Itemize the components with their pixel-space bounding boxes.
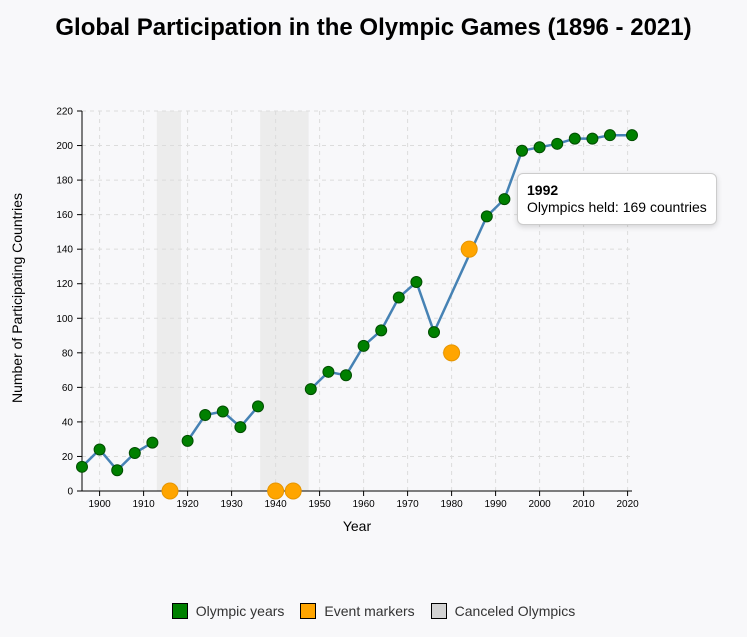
- y-axis-title: Number of Participating Countries: [9, 193, 25, 403]
- x-tick-label: 1940: [264, 499, 287, 510]
- legend-label-canceled: Canceled Olympics: [454, 603, 576, 619]
- olympic-point: [93, 443, 106, 456]
- event-point: [161, 482, 179, 500]
- olympic-point: [568, 132, 581, 145]
- y-tick-label: 180: [56, 176, 73, 187]
- y-tick-label: 100: [56, 314, 73, 325]
- chart-title: Global Participation in the Olympic Game…: [55, 14, 692, 41]
- y-tick-label: 0: [67, 487, 73, 498]
- tooltip: 1992 Olympics held: 169 countries: [517, 173, 717, 225]
- event-point: [443, 344, 461, 362]
- x-tick-label: 1920: [176, 499, 199, 510]
- olympic-point: [604, 129, 616, 142]
- x-tick-label: 2010: [572, 499, 595, 510]
- olympic-point: [516, 144, 528, 157]
- legend-item-olympic[interactable]: Olympic years: [171, 603, 285, 619]
- legend-item-canceled[interactable]: Canceled Olympics: [430, 603, 576, 619]
- legend-swatch-olympic: [171, 603, 188, 619]
- y-tick-label: 120: [56, 279, 73, 290]
- data-points: [76, 129, 638, 500]
- olympic-point: [234, 421, 247, 434]
- olympic-point: [304, 383, 317, 396]
- olympic-point: [428, 326, 440, 339]
- y-tick-label: 20: [62, 452, 74, 463]
- y-tick-label: 220: [56, 107, 73, 118]
- canceled-band: [156, 111, 181, 491]
- olympic-point: [252, 400, 264, 413]
- olympic-point: [216, 405, 229, 418]
- event-point: [284, 482, 302, 500]
- olympic-point: [357, 339, 370, 352]
- y-tick-label: 60: [62, 383, 74, 394]
- event-point: [460, 240, 478, 258]
- event-point: [267, 482, 285, 500]
- x-tick-label: 1900: [88, 499, 111, 510]
- olympic-point: [128, 447, 141, 459]
- legend: Olympic years Event markers Canceled Oly…: [0, 603, 747, 619]
- olympic-point: [111, 464, 124, 477]
- olympic-point: [551, 137, 564, 150]
- canceled-band: [260, 111, 309, 491]
- tooltip-text: Olympics held: 169 countries: [527, 199, 707, 215]
- legend-label-event: Event markers: [324, 603, 415, 619]
- olympic-point: [199, 409, 212, 421]
- canceled-bands: [156, 111, 309, 491]
- x-tick-label: 2020: [616, 499, 639, 510]
- olympic-point: [480, 210, 493, 223]
- olympic-point: [410, 276, 423, 288]
- olympic-point: [392, 291, 405, 304]
- y-tick-label: 200: [56, 141, 73, 152]
- x-tick-label: 1910: [132, 499, 155, 510]
- x-tick-label: 1960: [352, 499, 375, 510]
- x-tick-label: 1980: [440, 499, 463, 510]
- y-tick-label: 160: [56, 210, 73, 221]
- olympic-point: [181, 434, 194, 447]
- x-tick-label: 1970: [396, 499, 419, 510]
- olympic-point: [76, 460, 88, 473]
- olympic-point: [626, 129, 638, 142]
- legend-swatch-event: [300, 603, 317, 619]
- legend-item-event[interactable]: Event markers: [300, 603, 415, 619]
- axes: 0 20 40 60 80 100 120 140 160 180 200 220 1900 1910 19…: [56, 107, 639, 511]
- x-tick-label: 1930: [220, 499, 243, 510]
- olympic-point: [498, 193, 511, 206]
- olympic-point: [586, 132, 599, 145]
- x-tick-label: 1990: [484, 499, 507, 510]
- y-tick-label: 80: [62, 348, 74, 359]
- olympic-point: [322, 365, 335, 378]
- legend-swatch-canceled: [430, 603, 447, 619]
- tooltip-year: 1992: [527, 182, 559, 198]
- olympic-point: [375, 324, 388, 337]
- olympic-point: [340, 369, 352, 382]
- olympic-point: [146, 436, 159, 449]
- y-tick-label: 140: [56, 245, 73, 256]
- x-tick-label: 1950: [308, 499, 331, 510]
- legend-label-olympic: Olympic years: [195, 603, 285, 619]
- olympic-point: [533, 141, 546, 154]
- x-axis-title: Year: [343, 518, 372, 534]
- y-tick-label: 40: [62, 417, 74, 428]
- x-tick-label: 2000: [528, 499, 551, 510]
